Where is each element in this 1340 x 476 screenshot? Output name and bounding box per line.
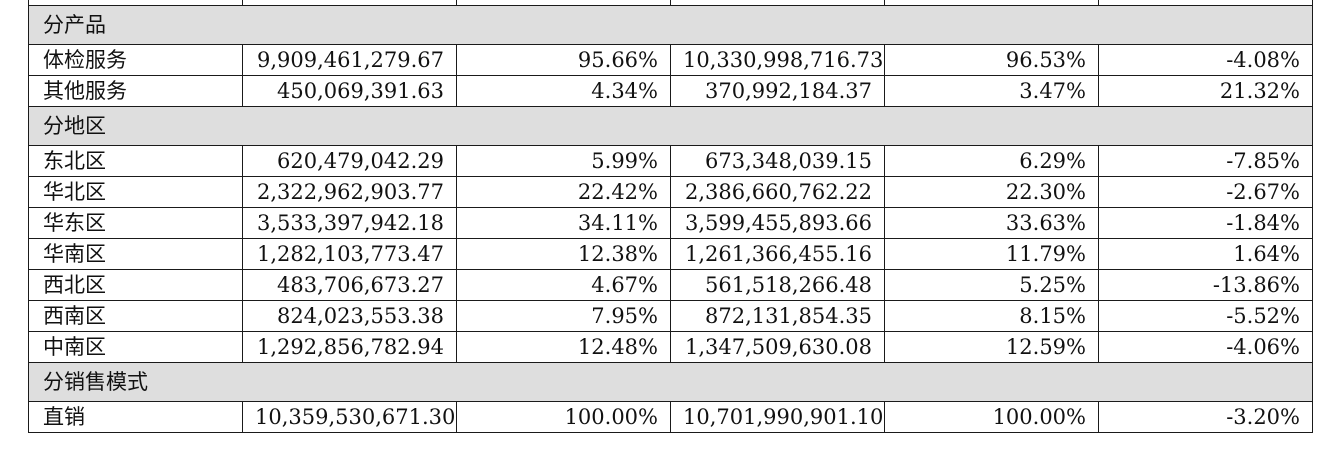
value-cell: 824,023,553.38 [242,300,457,332]
value-cell: 12.48% [456,331,671,363]
section-header-row: 分销售模式 [28,362,1313,402]
table-row: 其他服务 450,069,391.63 4.34% 370,992,184.37 3.4… [28,75,1313,107]
table-body: 分产品 体检服务 9,909,461,279.67 95.66% 10,330,998,… [28,0,1313,433]
table-row: 华北区 2,322,962,903.77 22.42% 2,386,660,762.2… [28,176,1313,208]
value-cell: -4.06% [1098,331,1313,363]
value-cell: -5.52% [1098,300,1313,332]
value-cell: 22.30% [884,176,1099,208]
value-cell: 10,701,990,901.10 [670,401,885,433]
value-cell: 1.64% [1098,238,1313,270]
value-cell: 7.95% [456,300,671,332]
value-cell: -2.67% [1098,176,1313,208]
value-cell: 673,348,039.15 [670,145,885,177]
value-cell: 33.63% [884,207,1099,239]
row-label: 华东区 [28,207,243,239]
value-cell: 6.29% [884,145,1099,177]
table-row: 华南区 1,282,103,773.47 12.38% 1,261,366,455.1… [28,238,1313,270]
row-label: 其他服务 [28,75,243,107]
row-label: 华南区 [28,238,243,270]
value-cell: 2,386,660,762.22 [670,176,885,208]
row-label: 西南区 [28,300,243,332]
value-cell: 3.47% [884,75,1099,107]
value-cell: 95.66% [456,44,671,76]
table-row: 体检服务 9,909,461,279.67 95.66% 10,330,998,716… [28,44,1313,76]
value-cell: 9,909,461,279.67 [242,44,457,76]
value-cell: 5.99% [456,145,671,177]
value-cell: -3.20% [1098,401,1313,433]
row-label: 体检服务 [28,44,243,76]
value-cell: 561,518,266.48 [670,269,885,301]
value-cell: 34.11% [456,207,671,239]
value-cell: 872,131,854.35 [670,300,885,332]
row-label: 中南区 [28,331,243,363]
table-row: 西北区 483,706,673.27 4.67% 561,518,266.48 5.25… [28,269,1313,301]
value-cell: 2,322,962,903.77 [242,176,457,208]
section-header-row: 分产品 [28,5,1313,45]
row-label: 华北区 [28,176,243,208]
value-cell: 12.38% [456,238,671,270]
value-cell: 8.15% [884,300,1099,332]
value-cell: 10,359,530,671.30 [242,401,457,433]
section-header-row: 分地区 [28,106,1313,146]
value-cell: 370,992,184.37 [670,75,885,107]
value-cell: 96.53% [884,44,1099,76]
value-cell: 21.32% [1098,75,1313,107]
value-cell: -4.08% [1098,44,1313,76]
value-cell: 11.79% [884,238,1099,270]
value-cell: 4.34% [456,75,671,107]
value-cell: -13.86% [1098,269,1313,301]
revenue-breakdown-table-container: 分产品 体检服务 9,909,461,279.67 95.66% 10,330,998,… [28,0,1313,433]
row-label: 东北区 [28,145,243,177]
value-cell: 5.25% [884,269,1099,301]
table-row: 中南区 1,292,856,782.94 12.48% 1,347,509,630.0… [28,331,1313,363]
table-row: 直销 10,359,530,671.30 100.00% 10,701,990,901… [28,401,1313,433]
value-cell: 1,261,366,455.16 [670,238,885,270]
value-cell: 483,706,673.27 [242,269,457,301]
value-cell: 100.00% [884,401,1099,433]
value-cell: 1,282,103,773.47 [242,238,457,270]
table-row: 华东区 3,533,397,942.18 34.11% 3,599,455,893.6… [28,207,1313,239]
value-cell: 1,292,856,782.94 [242,331,457,363]
table-row: 西南区 824,023,553.38 7.95% 872,131,854.35 8.15… [28,300,1313,332]
value-cell: -1.84% [1098,207,1313,239]
value-cell: 100.00% [456,401,671,433]
value-cell: 22.42% [456,176,671,208]
value-cell: 1,347,509,630.08 [670,331,885,363]
table-row: 东北区 620,479,042.29 5.99% 673,348,039.15 6.29… [28,145,1313,177]
row-label: 直销 [28,401,243,433]
value-cell: 3,533,397,942.18 [242,207,457,239]
value-cell: 620,479,042.29 [242,145,457,177]
revenue-breakdown-table: 分产品 体检服务 9,909,461,279.67 95.66% 10,330,998,… [28,0,1313,433]
value-cell: 4.67% [456,269,671,301]
section-title: 分地区 [28,106,1313,146]
value-cell: 10,330,998,716.73 [670,44,885,76]
section-title: 分产品 [28,5,1313,45]
row-label: 西北区 [28,269,243,301]
value-cell: -7.85% [1098,145,1313,177]
value-cell: 12.59% [884,331,1099,363]
value-cell: 450,069,391.63 [242,75,457,107]
value-cell: 3,599,455,893.66 [670,207,885,239]
section-title: 分销售模式 [28,362,1313,402]
